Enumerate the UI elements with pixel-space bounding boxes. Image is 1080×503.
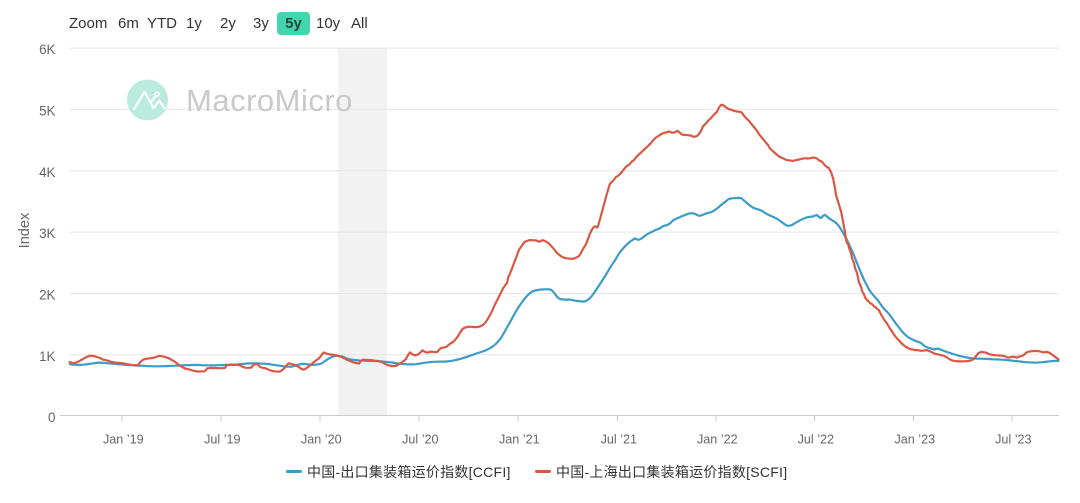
svg-text:2K: 2K xyxy=(39,288,55,303)
svg-text:Jan ’19: Jan ’19 xyxy=(103,432,144,446)
svg-text:Jan ’21: Jan ’21 xyxy=(499,432,540,446)
svg-text:Index: Index xyxy=(17,212,33,248)
svg-text:Jul ’22: Jul ’22 xyxy=(798,432,834,446)
svg-text:5K: 5K xyxy=(39,103,55,118)
svg-text:Jan ’22: Jan ’22 xyxy=(697,432,738,446)
svg-text:0: 0 xyxy=(48,410,55,425)
svg-text:1K: 1K xyxy=(39,349,55,364)
svg-text:6K: 6K xyxy=(39,42,55,57)
svg-text:3K: 3K xyxy=(39,226,55,241)
svg-text:MacroMicro: MacroMicro xyxy=(186,83,353,118)
svg-text:4K: 4K xyxy=(39,165,55,180)
svg-text:Jul ’23: Jul ’23 xyxy=(995,432,1031,446)
svg-text:Jul ’20: Jul ’20 xyxy=(402,432,438,446)
svg-text:Jan ’20: Jan ’20 xyxy=(301,432,342,446)
svg-text:Jul ’19: Jul ’19 xyxy=(204,432,240,446)
svg-text:Jan ’23: Jan ’23 xyxy=(894,432,935,446)
svg-text:Jul ’21: Jul ’21 xyxy=(601,432,637,446)
